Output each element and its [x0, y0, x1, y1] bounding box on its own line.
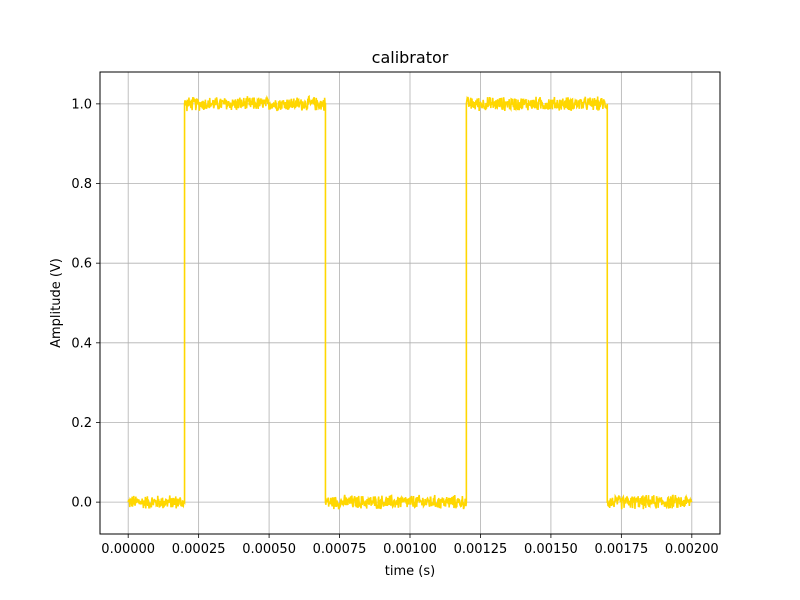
y-axis-label: Amplitude (V)	[49, 258, 64, 348]
y-tick-label: 0.8	[71, 177, 92, 192]
chart-title: calibrator	[372, 48, 449, 67]
series-layer	[127, 94, 693, 510]
ticks: 0.00000 0.00025 0.00050 0.00075 0.00100 0.001…	[71, 97, 718, 557]
x-tick-label: 0.00000	[101, 542, 155, 557]
x-tick-label: 0.00175	[594, 542, 648, 557]
y-tick-label: 0.2	[71, 416, 92, 431]
grid	[100, 72, 720, 534]
y-tick-label: 0.6	[71, 257, 92, 272]
x-axis-label: time (s)	[385, 564, 435, 579]
x-tick-label: 0.00050	[242, 542, 296, 557]
y-tick-label: 0.0	[71, 496, 92, 511]
x-tick-label: 0.00150	[524, 542, 578, 557]
x-tick-label: 0.00200	[665, 542, 719, 557]
x-tick-label: 0.00025	[172, 542, 226, 557]
x-tick-label: 0.00125	[454, 542, 508, 557]
y-tick-label: 0.4	[71, 336, 92, 351]
x-tick-label: 0.00075	[313, 542, 367, 557]
y-tick-label: 1.0	[71, 97, 92, 112]
series-line	[127, 94, 693, 510]
x-tick-label: 0.00100	[383, 542, 437, 557]
